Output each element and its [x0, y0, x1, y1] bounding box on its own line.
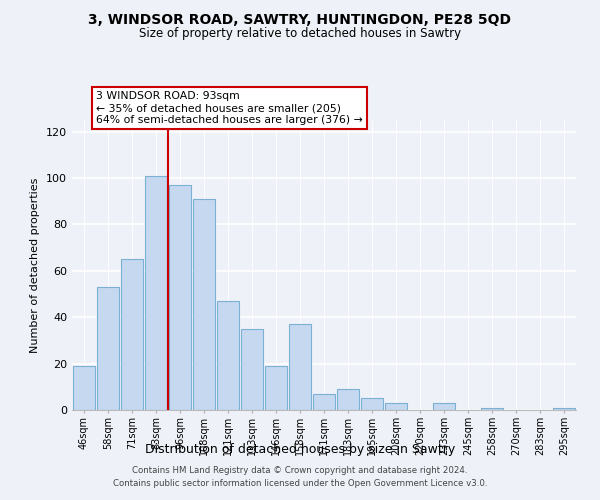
Bar — [385, 403, 407, 410]
Bar — [289, 324, 311, 410]
Bar — [217, 301, 239, 410]
Text: Contains HM Land Registry data © Crown copyright and database right 2024.
Contai: Contains HM Land Registry data © Crown c… — [113, 466, 487, 487]
Bar — [361, 398, 383, 410]
Bar — [265, 366, 287, 410]
Text: Distribution of detached houses by size in Sawtry: Distribution of detached houses by size … — [145, 444, 455, 456]
Bar — [553, 408, 575, 410]
Bar — [97, 287, 119, 410]
Bar — [433, 403, 455, 410]
Bar — [337, 389, 359, 410]
Bar — [145, 176, 167, 410]
Y-axis label: Number of detached properties: Number of detached properties — [31, 178, 40, 352]
Bar — [73, 366, 95, 410]
Bar — [193, 199, 215, 410]
Bar — [241, 329, 263, 410]
Bar — [313, 394, 335, 410]
Text: 3 WINDSOR ROAD: 93sqm
← 35% of detached houses are smaller (205)
64% of semi-det: 3 WINDSOR ROAD: 93sqm ← 35% of detached … — [96, 92, 363, 124]
Bar — [481, 408, 503, 410]
Bar — [121, 259, 143, 410]
Text: 3, WINDSOR ROAD, SAWTRY, HUNTINGDON, PE28 5QD: 3, WINDSOR ROAD, SAWTRY, HUNTINGDON, PE2… — [89, 12, 511, 26]
Bar — [169, 185, 191, 410]
Text: Size of property relative to detached houses in Sawtry: Size of property relative to detached ho… — [139, 28, 461, 40]
